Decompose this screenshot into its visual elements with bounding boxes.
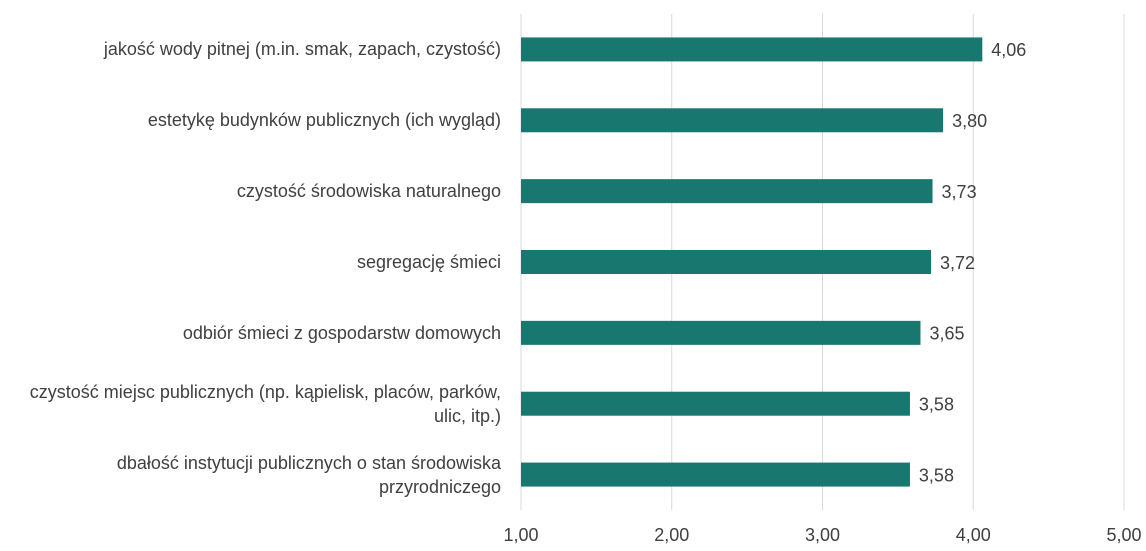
x-tick-label: 2,00	[654, 525, 689, 545]
y-tick-label: jakość wody pitnej (m.in. smak, zapach, …	[103, 39, 501, 60]
bar	[521, 391, 910, 416]
value-label: 3,58	[919, 394, 954, 414]
bar	[521, 108, 944, 133]
bar	[521, 179, 933, 204]
y-tick-label: czystość miejsc publicznych (np. kąpieli…	[29, 381, 501, 426]
value-label: 3,80	[952, 111, 987, 131]
value-label: 3,65	[929, 324, 964, 344]
value-label: 3,73	[942, 182, 977, 202]
x-tick-label: 1,00	[503, 525, 538, 545]
value-label: 3,58	[919, 465, 954, 485]
bar	[521, 250, 932, 274]
y-tick-label: odbiór śmieci z gospodarstw domowych	[182, 322, 501, 343]
x-tick-label: 3,00	[805, 525, 840, 545]
bar	[521, 37, 983, 62]
value-label: 3,72	[940, 253, 975, 273]
bar	[521, 320, 921, 345]
y-tick-label: estetykę budynków publicznych (ich wyglą…	[147, 110, 501, 131]
bar	[521, 462, 910, 487]
y-tick-label: czystość środowiska naturalnego	[236, 181, 501, 202]
x-tick-label: 5,00	[1106, 525, 1141, 545]
x-tick-label: 4,00	[956, 525, 991, 545]
y-tick-label: segregację śmieci	[356, 252, 501, 272]
y-tick-label: dbałość instytucji publicznych o stan śr…	[116, 452, 501, 497]
value-label: 4,06	[991, 40, 1026, 60]
